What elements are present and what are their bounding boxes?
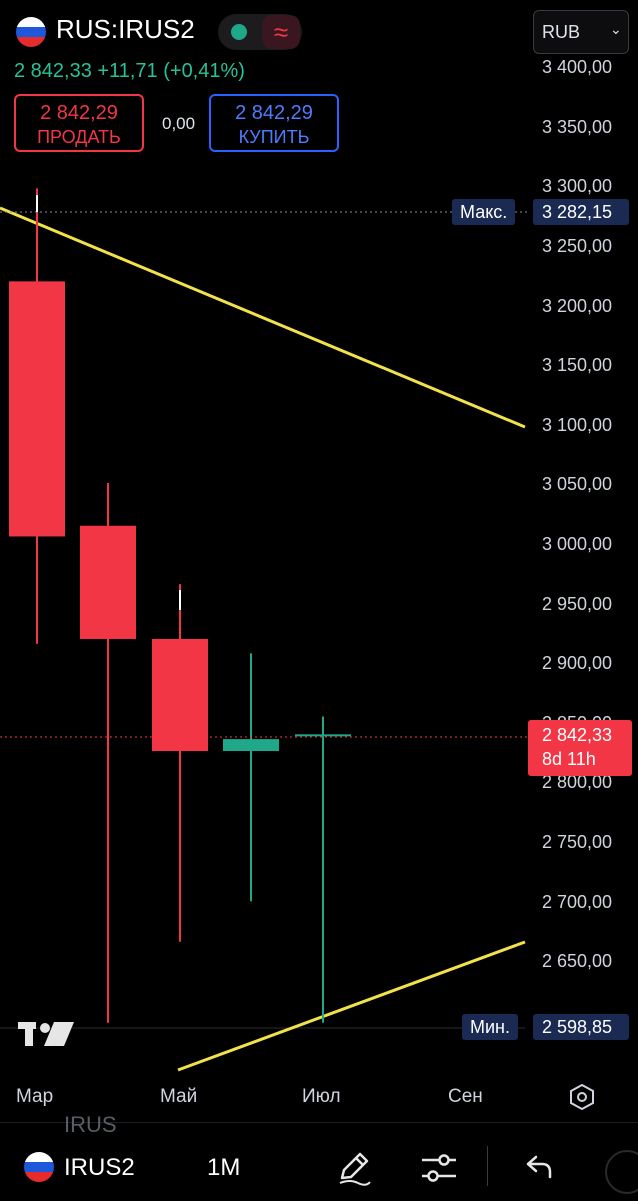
x-tick-sep: Сен [448, 1086, 483, 1107]
last-price: 2 842,33 [14, 60, 92, 82]
candle-countdown: 8d 11h [542, 749, 596, 769]
min-label-tag: Мин. [462, 1014, 518, 1040]
bottom-symbol-button[interactable]: IRUS2 [64, 1154, 135, 1181]
faded-symbol: IRUS [64, 1112, 117, 1137]
y-tick-label: 3 300,00 [542, 176, 613, 197]
y-tick-label: 2 950,00 [542, 593, 613, 614]
candle-body [9, 281, 65, 537]
max-value-tag: 3 282,15 [533, 199, 629, 225]
candle-body [152, 638, 208, 752]
sell-button[interactable]: 2 842,29 ПРОДАТЬ [14, 94, 144, 152]
y-tick-label: 3 200,00 [542, 295, 613, 316]
indicators-sliders-icon[interactable] [420, 1152, 458, 1184]
x-tick-mar: Мар [16, 1086, 54, 1107]
symbol-title[interactable]: RUS:IRUS2 [56, 14, 195, 44]
interval-button[interactable]: 1M [207, 1154, 241, 1181]
price-change-line: 2 842,33 +11,71 (+0,41%) [14, 60, 245, 83]
candle-body [295, 734, 351, 737]
current-price-value: 2 842,33 [542, 725, 613, 745]
max-label-tag: Макс. [452, 199, 516, 225]
min-value-tag: 2 598,85 [533, 1014, 629, 1040]
undo-arrow-icon[interactable] [524, 1154, 554, 1180]
y-tick-label: 2 750,00 [542, 832, 613, 852]
sell-label: ПРОДАТЬ [37, 127, 121, 147]
chevron-down-icon: ⌄ [610, 21, 622, 37]
buy-price: 2 842,29 [235, 102, 313, 124]
tradingview-logo-icon [18, 1022, 74, 1046]
redo-partial-icon[interactable] [605, 1150, 638, 1194]
y-tick-label: 3 350,00 [542, 116, 613, 137]
currency-select[interactable]: RUB ⌄ [533, 10, 629, 54]
price-chart[interactable] [0, 0, 638, 1122]
buy-button[interactable]: 2 842,29 КУПИТЬ [209, 94, 339, 152]
bottom-russia-flag-icon [24, 1152, 54, 1182]
candle-body [223, 739, 279, 752]
current-price-tag: 2 842,33 8d 11h [528, 720, 632, 776]
y-tick-label: 2 800,00 [542, 772, 613, 793]
sell-price: 2 842,29 [40, 102, 118, 124]
market-status-icon[interactable] [231, 24, 247, 40]
currency-value: RUB [542, 22, 581, 42]
y-tick-label: 3 150,00 [542, 355, 613, 376]
wave-icon[interactable]: ≈ [262, 15, 300, 49]
y-tick-label: 3 250,00 [542, 236, 613, 256]
upper-trend-line[interactable] [0, 206, 526, 429]
candle-body [80, 525, 136, 639]
y-tick-label: 3 000,00 [542, 534, 613, 554]
russia-flag-icon [16, 17, 46, 47]
y-tick-label: 3 400,00 [542, 57, 613, 78]
x-tick-jul: Июл [302, 1086, 341, 1107]
spread-value: 0,00 [162, 114, 196, 133]
y-tick-label: 2 700,00 [542, 891, 613, 912]
chart-settings-icon[interactable] [568, 1083, 596, 1111]
x-tick-may: Май [160, 1086, 198, 1107]
y-tick-label: 3 050,00 [542, 474, 613, 495]
buy-label: КУПИТЬ [238, 127, 310, 147]
lower-trend-line[interactable] [177, 940, 526, 1072]
toolbar-divider [487, 1146, 488, 1186]
price-change: +11,71 (+0,41%) [97, 60, 245, 82]
drawing-pen-icon[interactable] [336, 1148, 372, 1186]
y-tick-label: 2 650,00 [542, 951, 613, 972]
y-tick-label: 2 900,00 [542, 653, 613, 674]
y-tick-label: 3 100,00 [542, 414, 613, 435]
